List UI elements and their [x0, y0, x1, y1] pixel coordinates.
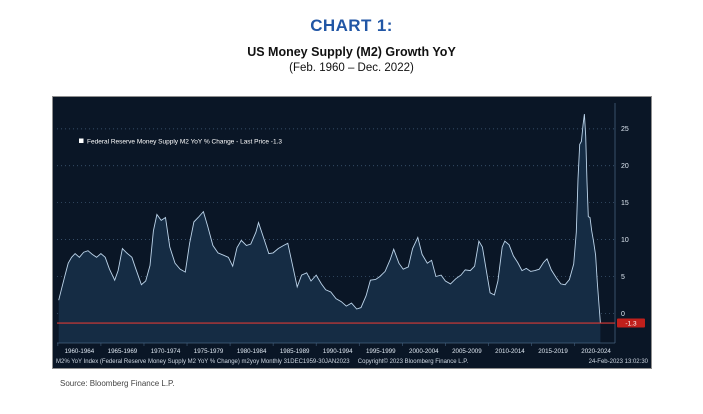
x-axis-tick-label: 1990-1994: [322, 348, 352, 355]
last-price-label: -1.3: [625, 320, 637, 327]
last-price-label-box: [616, 318, 645, 328]
x-axis-tick-label: 1965-1969: [107, 348, 137, 355]
y-axis-tick-label: 15: [621, 200, 629, 207]
x-axis-tick-label: 1980-1984: [236, 348, 266, 355]
y-axis-tick-label: 5: [621, 274, 625, 281]
chart-subtitle: US Money Supply (M2) Growth YoY: [247, 45, 456, 59]
chart-legend: Federal Reserve Money Supply M2 YoY % Ch…: [87, 139, 282, 146]
x-axis-tick-label: 2020-2024: [581, 348, 611, 355]
x-axis-tick-label: 1975-1979: [193, 348, 223, 355]
source-note: Source: Bloomberg Finance L.P.: [60, 379, 175, 388]
x-axis-tick-label: 1970-1974: [150, 348, 180, 355]
chart-date-range: (Feb. 1960 – Dec. 2022): [289, 62, 414, 74]
bloomberg-chart-svg: 0 5 10 15 20 25 1960-1964 1965-1969 1970-1974 197…: [56, 103, 648, 365]
x-axis-tick-label: 2000-2004: [409, 348, 439, 355]
x-axis-tick-label: 2015-2019: [538, 348, 568, 355]
m2-growth-line: [57, 114, 601, 324]
legend-marker-icon: [78, 138, 83, 143]
x-axis-tick-label: 2010-2014: [495, 348, 525, 355]
x-axis-tick-label: 1995-1999: [365, 348, 395, 355]
chart-header: CHART 1: US Money Supply (M2) Growth YoY…: [0, 0, 703, 74]
m2-growth-area: [58, 114, 600, 343]
bloomberg-chart-panel: 0 5 10 15 20 25 1960-1964 1965-1969 1970-1974 197…: [51, 96, 652, 369]
x-axis-tick-label: 1985-1989: [279, 348, 309, 355]
y-axis-tick-label: 0: [621, 311, 625, 318]
page-title: CHART 1:: [310, 16, 393, 35]
y-axis-tick-label: 20: [621, 163, 629, 170]
y-axis-tick-label: 10: [621, 237, 629, 244]
chart-footer-copyright: Copyright© 2023 Bloomberg Finance L.P.: [357, 358, 468, 365]
x-axis-tick-label: 1960-1964: [64, 348, 94, 355]
x-axis-tick-label: 2005-2009: [452, 348, 482, 355]
chart-footer-ticker: M2% YoY Index (Federal Reserve Money Sup…: [56, 359, 350, 365]
y-axis-tick-label: 25: [621, 126, 629, 133]
chart-footer-datetime: 24-Feb-2023 13:02:30: [588, 359, 648, 365]
